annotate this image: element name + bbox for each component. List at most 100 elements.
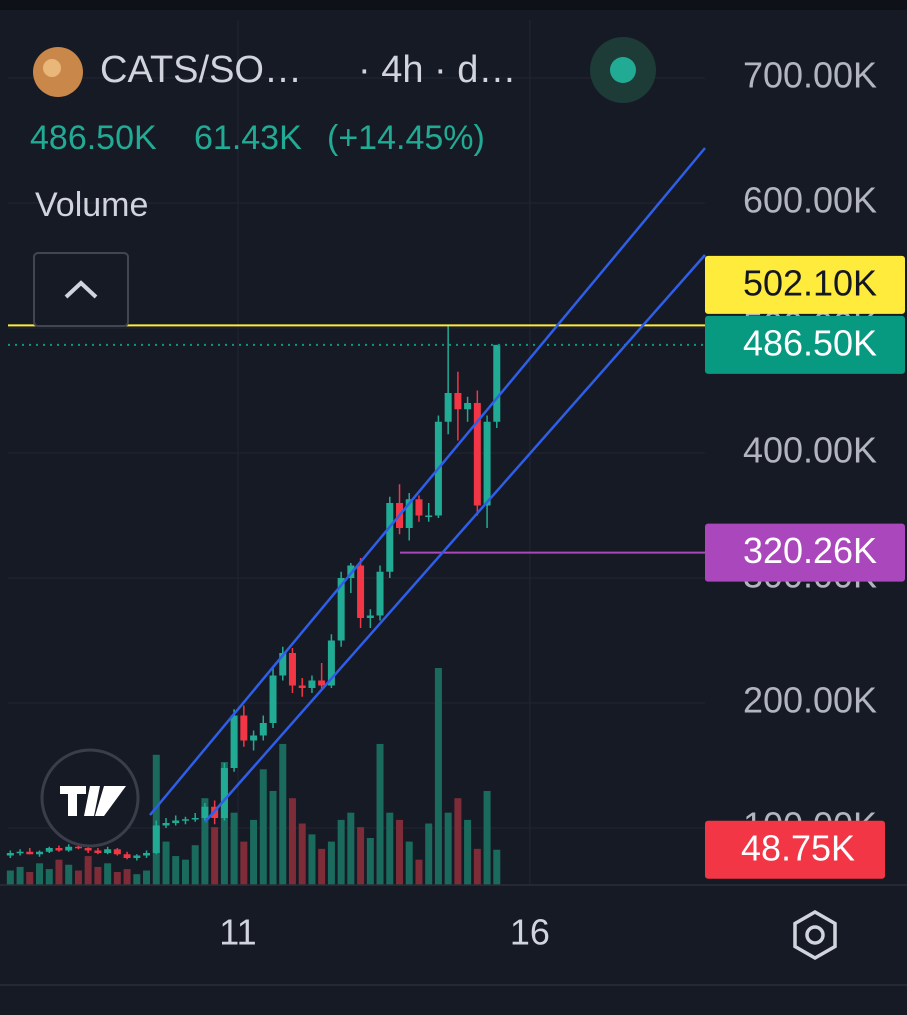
status-dot bbox=[610, 57, 636, 83]
volume-bar bbox=[220, 762, 228, 885]
interval[interactable]: · 4h · d… bbox=[358, 49, 516, 91]
volume-bar bbox=[308, 834, 316, 885]
y-tick-label: 200.00K bbox=[743, 680, 877, 721]
candle-body bbox=[288, 653, 296, 686]
volume-bar bbox=[45, 869, 53, 885]
candle-body bbox=[366, 615, 374, 618]
candle-body bbox=[172, 820, 180, 823]
avatar-detail bbox=[43, 59, 61, 77]
candle-body bbox=[493, 344, 501, 422]
volume-bar bbox=[259, 769, 267, 885]
volume-bar bbox=[415, 859, 423, 885]
price-label-layer: 502.10K 486.50K 320.26K 48.75K bbox=[705, 255, 905, 879]
volume-bar bbox=[405, 841, 413, 885]
price-label: 48.75K bbox=[741, 827, 855, 868]
volume-bar bbox=[298, 823, 306, 885]
change: 61.43K bbox=[194, 119, 302, 157]
symbol[interactable]: CATS/SO… bbox=[100, 49, 302, 91]
top-bar bbox=[0, 0, 907, 10]
change-percent: (+14.45%) bbox=[327, 119, 485, 157]
candle-body bbox=[65, 846, 73, 851]
candle-body bbox=[230, 715, 238, 768]
candle-body bbox=[327, 640, 335, 686]
candle-body bbox=[152, 825, 160, 853]
volume-bar bbox=[123, 869, 131, 885]
volume-bar bbox=[94, 866, 102, 885]
volume-bar bbox=[493, 849, 501, 885]
candle-body bbox=[415, 499, 423, 516]
volume-bar bbox=[172, 856, 180, 885]
volume-bar bbox=[288, 798, 296, 885]
volume-bar bbox=[279, 743, 287, 885]
volume-bar bbox=[113, 871, 121, 885]
settings-icon[interactable] bbox=[793, 909, 837, 961]
volume-layer bbox=[6, 668, 501, 885]
volume-bar bbox=[162, 841, 170, 885]
candle-body bbox=[181, 819, 189, 821]
candle-body bbox=[6, 853, 14, 856]
indicator-name: Volume bbox=[35, 186, 148, 224]
candle-body bbox=[464, 403, 472, 410]
candle-body bbox=[318, 680, 326, 686]
volume-bar bbox=[483, 790, 491, 885]
volume-bar bbox=[201, 798, 209, 885]
volume-bar bbox=[269, 790, 277, 885]
candle-body bbox=[405, 499, 413, 528]
logo-mark bbox=[60, 786, 126, 816]
candle-body bbox=[240, 715, 248, 741]
volume-bar bbox=[16, 866, 24, 885]
price-label: 502.10K bbox=[743, 262, 877, 303]
candle-body bbox=[45, 848, 53, 852]
x-tick-label: 11 bbox=[219, 912, 256, 953]
candle-body bbox=[454, 393, 462, 410]
candle-body bbox=[357, 565, 365, 618]
candle-body bbox=[308, 680, 316, 688]
candle-body bbox=[298, 685, 306, 688]
volume-bar bbox=[396, 819, 404, 885]
volume-bar bbox=[444, 812, 452, 885]
chevron-icon bbox=[64, 280, 98, 299]
volume-bar bbox=[65, 864, 73, 885]
volume-bar bbox=[425, 823, 433, 885]
candle-body bbox=[16, 851, 24, 854]
y-tick-label: 400.00K bbox=[743, 430, 877, 471]
volume-bar bbox=[152, 754, 160, 885]
volume-bar bbox=[74, 870, 82, 885]
candle-body bbox=[386, 503, 394, 572]
candle-body bbox=[36, 851, 44, 855]
candle-body bbox=[269, 675, 277, 723]
volume-bar bbox=[250, 819, 258, 885]
volume-bar bbox=[337, 819, 345, 885]
x-tick-label: 16 bbox=[510, 912, 550, 953]
candle-body bbox=[162, 823, 170, 826]
candle-body bbox=[55, 848, 63, 851]
volume-bar bbox=[386, 812, 394, 885]
candle-body bbox=[444, 393, 452, 422]
price-label-box bbox=[705, 255, 905, 314]
volume-bar bbox=[133, 874, 141, 885]
volume-bar bbox=[347, 812, 355, 885]
candle-body bbox=[376, 571, 384, 616]
price-label: 320.26K bbox=[743, 530, 877, 571]
volume-bar bbox=[181, 859, 189, 885]
candle-body bbox=[191, 818, 199, 820]
candle-body bbox=[123, 854, 131, 858]
volume-bar bbox=[473, 848, 481, 885]
volume-bar bbox=[240, 841, 248, 885]
price-label-box bbox=[705, 820, 885, 879]
collapse-button[interactable] bbox=[33, 252, 129, 327]
last-price: 486.50K bbox=[30, 119, 157, 157]
price-label-box bbox=[705, 523, 905, 582]
volume-bar bbox=[434, 668, 442, 885]
candle-body bbox=[143, 853, 151, 856]
volume-bar bbox=[318, 848, 326, 885]
candle-body bbox=[104, 849, 112, 853]
volume-bar bbox=[104, 863, 112, 885]
trend-line bbox=[204, 254, 706, 823]
candle-body bbox=[483, 421, 491, 506]
volume-bar bbox=[55, 859, 63, 885]
volume-bar bbox=[230, 812, 238, 885]
volume-bar bbox=[6, 870, 14, 885]
